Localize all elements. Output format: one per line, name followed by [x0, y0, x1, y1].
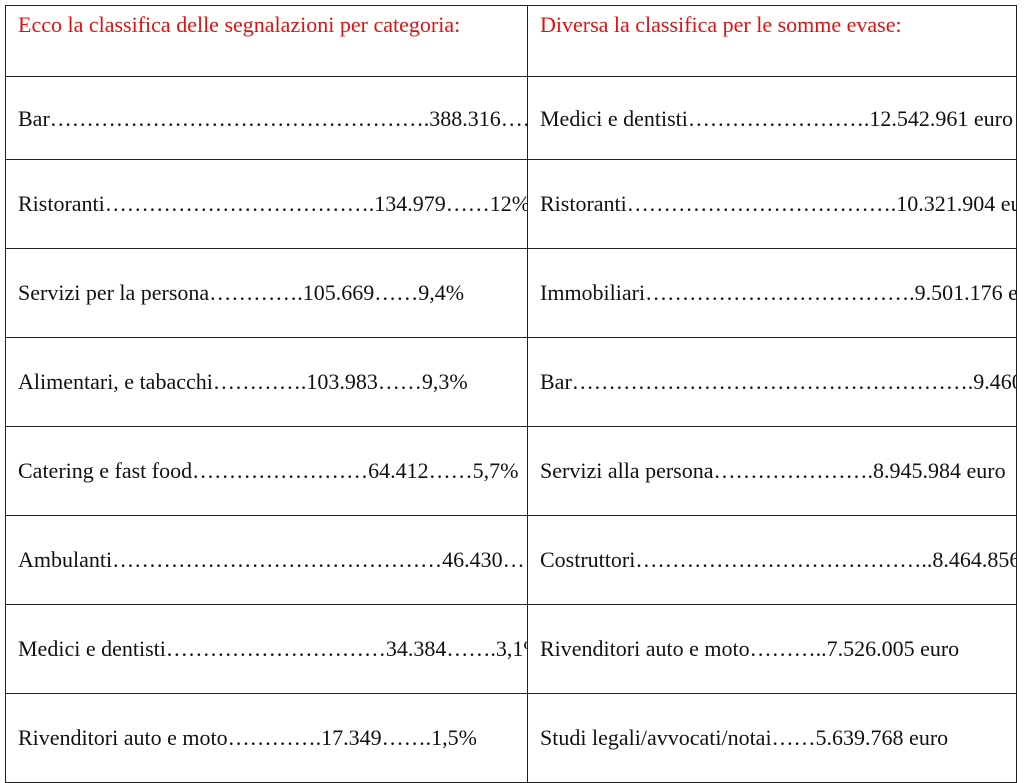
- amounts-cell: Immobiliari……………………………….9.501.176 euro: [527, 248, 1017, 338]
- amounts-cell: Servizi alla persona………………….8.945.984 eu…: [527, 426, 1017, 516]
- reports-cell: Rivenditori auto e moto………….17.349…….1,5…: [5, 693, 528, 783]
- table-row: Servizi per la persona………….105.669……9,4%…: [5, 248, 1017, 338]
- amounts-cell: Rivenditori auto e moto………..7.526.005 eu…: [527, 604, 1017, 694]
- table-row: Catering e fast food……………………64.412……5,7%…: [5, 426, 1017, 516]
- ranking-table: Ecco la classifica delle segnalazioni pe…: [5, 5, 1017, 783]
- table-row: Alimentari, e tabacchi………….103.983……9,3%…: [5, 337, 1017, 427]
- table-header-row: Ecco la classifica delle segnalazioni pe…: [5, 5, 1017, 77]
- reports-cell: Ristoranti……………………………….134.979……12%: [5, 159, 528, 249]
- reports-cell: Medici e dentisti…………………………34.384…….3,1%: [5, 604, 528, 694]
- table-row: Bar…………………………………………….388.316……34,6% Medi…: [5, 76, 1017, 160]
- header-cell-amounts: Diversa la classifica per le somme evase…: [527, 5, 1017, 77]
- reports-cell: Catering e fast food……………………64.412……5,7%: [5, 426, 528, 516]
- table-row: Ristoranti……………………………….134.979……12% Rist…: [5, 159, 1017, 249]
- amounts-cell: Studi legali/avvocati/notai……5.639.768 e…: [527, 693, 1017, 783]
- amounts-cell: Ristoranti……………………………….10.321.904 euro: [527, 159, 1017, 249]
- reports-cell: Ambulanti………………………………………46.430…….4,1%: [5, 515, 528, 605]
- reports-cell: Alimentari, e tabacchi………….103.983……9,3%: [5, 337, 528, 427]
- amounts-cell: Medici e dentisti…………………….12.542.961 eur…: [527, 76, 1017, 160]
- amounts-cell: Costruttori…………………………………..8.464.856 euro: [527, 515, 1017, 605]
- table-row: Rivenditori auto e moto………….17.349…….1,5…: [5, 693, 1017, 783]
- header-reports-text: Ecco la classifica delle segnalazioni pe…: [18, 12, 461, 37]
- reports-cell: Bar…………………………………………….388.316……34,6%: [5, 76, 528, 160]
- header-cell-reports: Ecco la classifica delle segnalazioni pe…: [5, 5, 528, 77]
- table-row: Ambulanti………………………………………46.430…….4,1% Co…: [5, 515, 1017, 605]
- amounts-cell: Bar……………………………………………….9.460.976 euro: [527, 337, 1017, 427]
- header-amounts-text: Diversa la classifica per le somme evase…: [540, 12, 902, 37]
- reports-cell: Servizi per la persona………….105.669……9,4%: [5, 248, 528, 338]
- table-row: Medici e dentisti…………………………34.384…….3,1%…: [5, 604, 1017, 694]
